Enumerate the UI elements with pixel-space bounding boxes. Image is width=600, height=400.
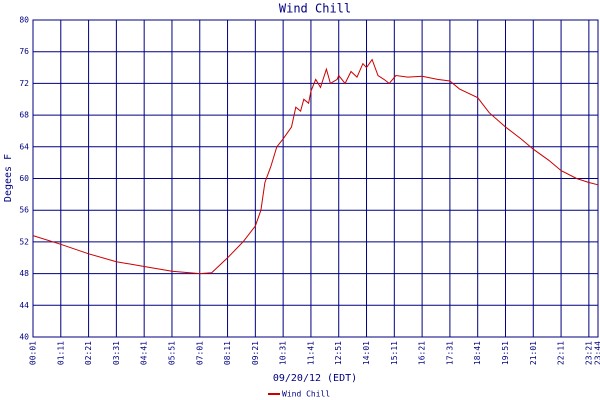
y-tick-label: 80 bbox=[19, 16, 29, 25]
x-tick-label: 12:51 bbox=[334, 341, 343, 365]
chart-title: Wind Chill bbox=[279, 2, 351, 16]
x-tick-label: 17:31 bbox=[445, 341, 454, 365]
y-tick-label: 76 bbox=[19, 47, 29, 56]
x-tick-label: 22:11 bbox=[557, 341, 566, 365]
y-tick-label: 52 bbox=[19, 237, 29, 246]
x-tick-label: 08:11 bbox=[223, 341, 232, 365]
y-tick-label: 56 bbox=[19, 206, 29, 215]
x-tick-label: 05:51 bbox=[167, 341, 176, 365]
x-tick-label: 14:01 bbox=[362, 341, 371, 365]
x-tick-label: 07:01 bbox=[195, 341, 204, 365]
x-tick-label: 23:44 bbox=[594, 341, 600, 365]
x-tick-label: 23:21 bbox=[584, 341, 593, 365]
y-axis-label: Degees F bbox=[3, 154, 14, 202]
x-tick-label: 18:41 bbox=[473, 341, 482, 365]
x-tick-label: 00:01 bbox=[29, 341, 38, 365]
y-tick-label: 48 bbox=[19, 269, 29, 278]
x-tick-label: 03:31 bbox=[112, 341, 121, 365]
legend-label: Wind Chill bbox=[282, 390, 330, 399]
y-tick-label: 64 bbox=[19, 142, 29, 151]
x-tick-label: 21:01 bbox=[529, 341, 538, 365]
x-tick-label: 09:21 bbox=[251, 341, 260, 365]
data-line bbox=[32, 58, 599, 275]
x-tick-label: 11:41 bbox=[306, 341, 315, 365]
x-tick-label: 16:21 bbox=[418, 341, 427, 365]
x-tick-label: 02:21 bbox=[84, 341, 93, 365]
y-tick-label: 40 bbox=[19, 333, 29, 342]
x-tick-label: 04:41 bbox=[140, 341, 149, 365]
y-tick-label: 68 bbox=[19, 111, 29, 120]
y-tick-label: 60 bbox=[19, 174, 29, 183]
y-tick-label: 44 bbox=[19, 301, 29, 310]
x-tick-label: 10:31 bbox=[279, 341, 288, 365]
x-tick-label: 15:11 bbox=[390, 341, 399, 365]
x-tick-label: 01:11 bbox=[56, 341, 65, 365]
x-axis-label: 09/20/12 (EDT) bbox=[273, 373, 357, 384]
y-tick-label: 72 bbox=[19, 79, 29, 88]
x-tick-label: 19:51 bbox=[501, 341, 510, 365]
